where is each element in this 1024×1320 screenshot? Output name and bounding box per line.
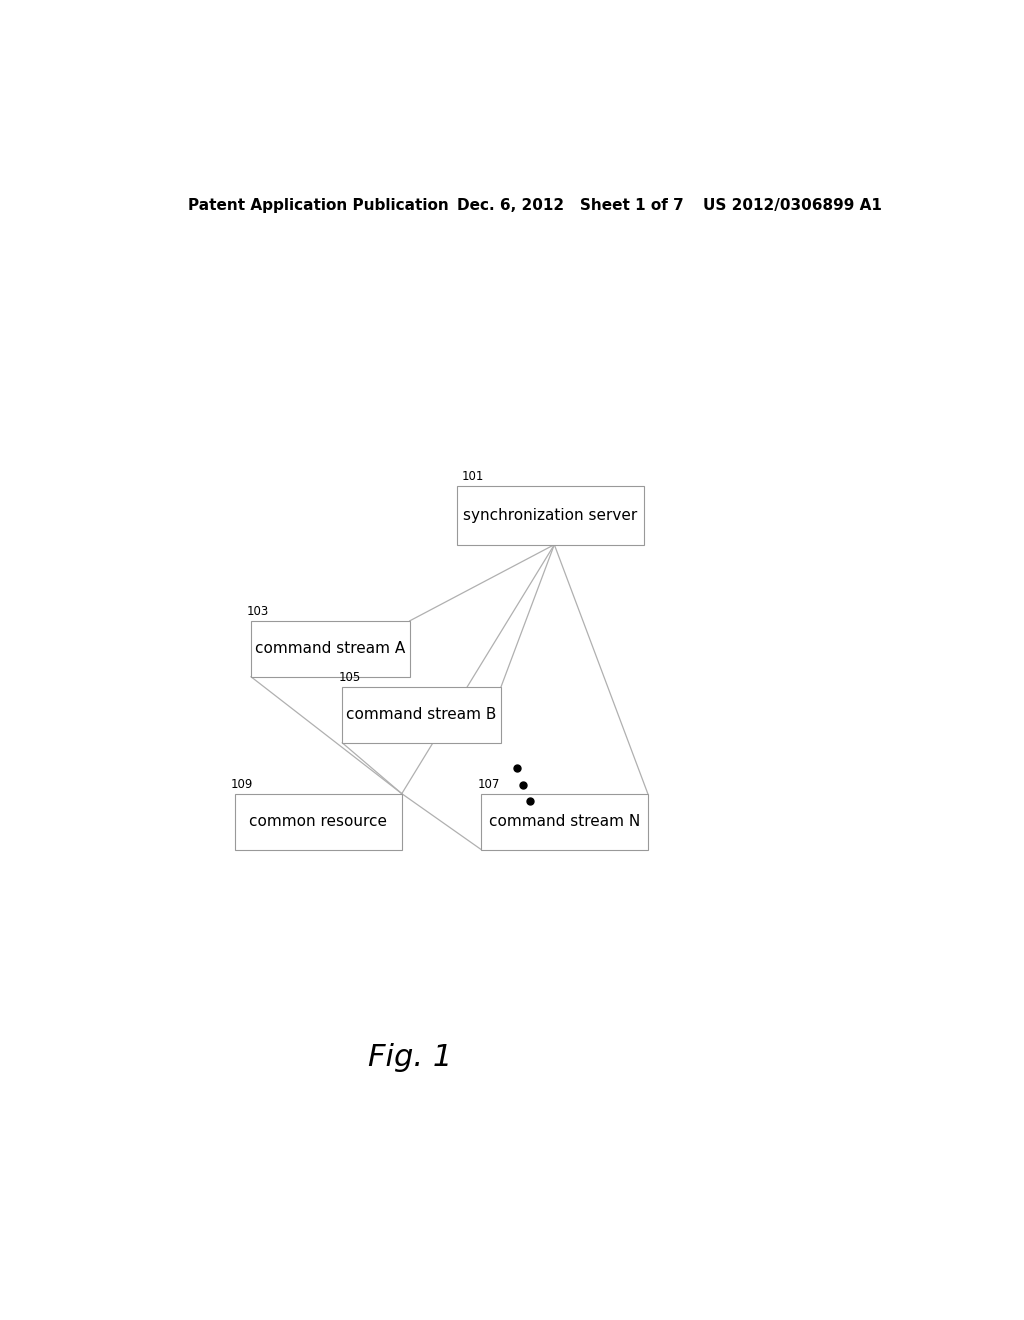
Text: 103: 103 [247, 605, 269, 618]
Text: 105: 105 [338, 671, 360, 684]
Text: synchronization server: synchronization server [464, 508, 638, 523]
Text: Fig. 1: Fig. 1 [368, 1043, 452, 1072]
Text: Dec. 6, 2012   Sheet 1 of 7: Dec. 6, 2012 Sheet 1 of 7 [458, 198, 684, 213]
Text: 107: 107 [477, 777, 500, 791]
FancyBboxPatch shape [481, 793, 648, 850]
Text: common resource: common resource [250, 814, 387, 829]
FancyBboxPatch shape [342, 686, 501, 743]
FancyBboxPatch shape [458, 486, 644, 545]
Text: command stream N: command stream N [488, 814, 640, 829]
Text: command stream A: command stream A [255, 642, 406, 656]
Text: 101: 101 [461, 470, 483, 483]
FancyBboxPatch shape [251, 620, 410, 677]
Text: Patent Application Publication: Patent Application Publication [187, 198, 449, 213]
FancyBboxPatch shape [236, 793, 401, 850]
Text: command stream B: command stream B [346, 708, 497, 722]
Text: 109: 109 [231, 777, 254, 791]
Text: US 2012/0306899 A1: US 2012/0306899 A1 [703, 198, 883, 213]
